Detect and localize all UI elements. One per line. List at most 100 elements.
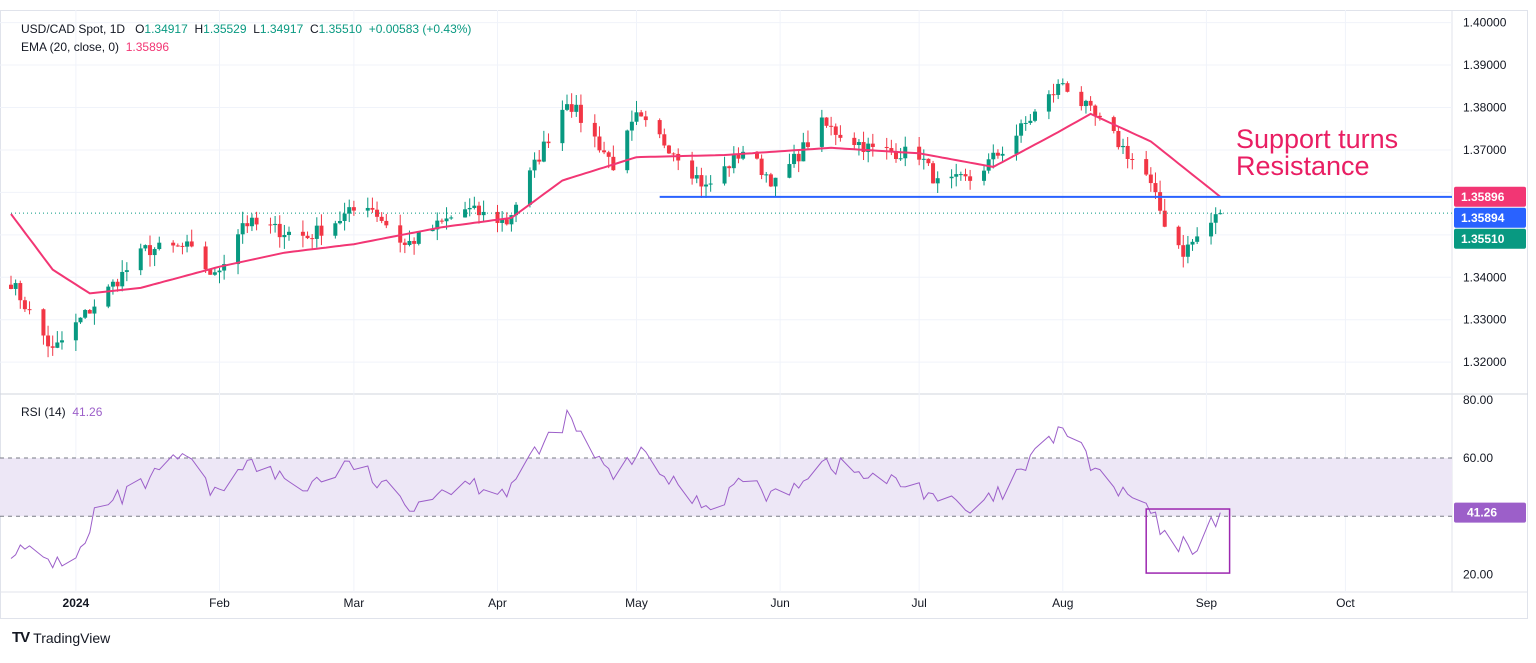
candle-body [787, 164, 792, 178]
candle-body [569, 104, 574, 112]
ema-legend: EMA (20, close, 0) 1.35896 [21, 40, 169, 54]
candle-body [541, 141, 546, 162]
candle-body [1083, 100, 1088, 107]
rsi-tick-label: 80.00 [1463, 393, 1493, 407]
candle-body [375, 209, 380, 217]
candle-body [83, 310, 88, 318]
candle-body [986, 159, 991, 171]
candle-body [1014, 135, 1019, 154]
time-tick-label: Oct [1336, 596, 1355, 610]
candle-body [314, 225, 319, 239]
candle-body [768, 174, 773, 187]
candle-body [1130, 158, 1135, 160]
candle-body [13, 283, 18, 289]
rsi-tick-label: 20.00 [1463, 568, 1493, 582]
rsi-legend: RSI (14) 41.26 [21, 405, 102, 419]
candle-body [958, 174, 963, 176]
price-tick-label: 1.39000 [1463, 58, 1507, 72]
candle-body [1176, 226, 1181, 246]
candle-body [1153, 183, 1158, 193]
candles-group [9, 78, 1223, 358]
candle-body [991, 152, 996, 160]
candle-body [537, 159, 542, 162]
candle-body [430, 229, 435, 232]
candle-body [41, 309, 46, 336]
candle-body [1079, 91, 1084, 107]
candle-body [606, 152, 611, 157]
candle-body [1023, 122, 1028, 124]
candle-body [1088, 100, 1093, 106]
candle-body [106, 286, 111, 307]
price-badge [1454, 228, 1526, 249]
annotation-line-2: Resistance [1236, 151, 1370, 181]
candle-body [856, 142, 861, 146]
candle-body [1056, 83, 1061, 95]
candle-body [731, 153, 736, 169]
candle-body [592, 122, 597, 137]
candle-body [22, 300, 27, 310]
candle-body [741, 151, 746, 159]
high-value: 1.35529 [203, 22, 247, 36]
candle-body [249, 217, 254, 227]
tradingview-brand[interactable]: TV TradingView [12, 629, 110, 646]
candle-body [282, 235, 287, 238]
candle-body [351, 207, 356, 211]
candle-body [171, 242, 176, 246]
candle-body [412, 240, 417, 244]
candle-body [92, 306, 97, 314]
price-badge-label: 1.35896 [1461, 190, 1505, 204]
price-tick-label: 1.40000 [1463, 16, 1507, 30]
time-tick-label: Feb [209, 596, 230, 610]
candle-body [838, 134, 843, 138]
candle-body [578, 104, 583, 123]
candle-body [801, 142, 806, 162]
candle-body [208, 269, 213, 275]
candle-body [203, 246, 208, 270]
candle-body [175, 245, 180, 247]
candle-body [1060, 83, 1065, 85]
support-resistance-annotation: Support turns Resistance [1236, 126, 1398, 180]
candle-body [27, 309, 32, 311]
candle-body [254, 217, 259, 225]
candle-body [504, 219, 509, 225]
candle-body [347, 207, 352, 214]
candle-body [189, 241, 194, 247]
candle-body [87, 310, 92, 314]
candle-body [1097, 115, 1102, 118]
candle-body [982, 170, 987, 181]
candle-body [1000, 153, 1005, 156]
rsi-value: 41.26 [72, 405, 103, 419]
candle-body [398, 225, 403, 243]
candle-body [722, 166, 727, 184]
candle-body [342, 213, 347, 221]
candle-body [217, 270, 222, 273]
candle-body [222, 264, 227, 271]
candle-body [138, 248, 143, 271]
candle-body [597, 136, 602, 151]
candle-body [55, 342, 60, 348]
candle-body [666, 145, 671, 154]
open-label: O [135, 22, 145, 36]
candle-body [819, 117, 824, 147]
candle-body [708, 183, 713, 185]
candle-body [546, 141, 551, 144]
candle-body [467, 207, 472, 210]
rsi-band [0, 458, 1452, 517]
candle-body [931, 163, 936, 184]
time-tick-label: Jul [911, 596, 926, 610]
tradingview-logo-icon: TV [12, 629, 30, 646]
candle-body [1185, 244, 1190, 257]
candle-body [50, 346, 55, 348]
candle-body [1125, 145, 1130, 159]
candle-body [949, 176, 954, 179]
time-tick-label: May [625, 596, 648, 610]
candle-body [435, 220, 440, 230]
candle-body [1148, 174, 1153, 184]
candle-body [1162, 210, 1167, 227]
candle-body [1093, 105, 1098, 116]
candle-body [699, 175, 704, 187]
candle-body [1181, 245, 1186, 257]
candle-body [407, 240, 412, 245]
